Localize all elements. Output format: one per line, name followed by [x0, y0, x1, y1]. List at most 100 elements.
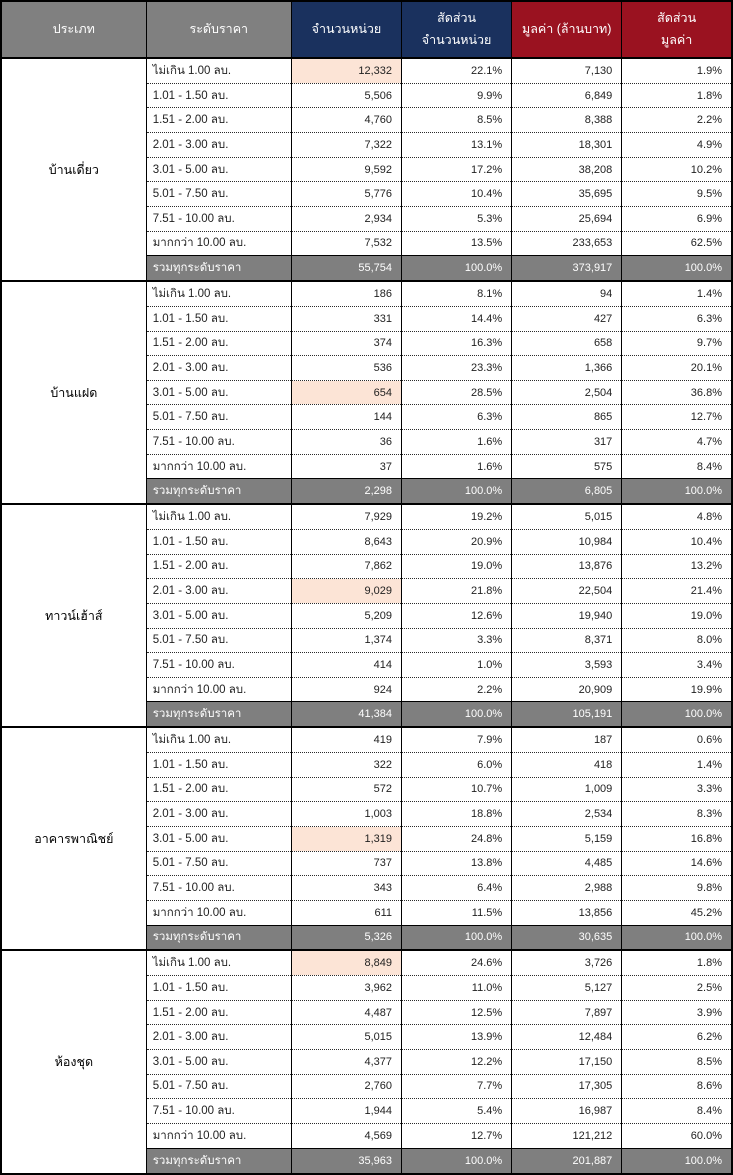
units-share-cell: 12.5%: [401, 999, 513, 1025]
total-value-cell: 201,887: [511, 1147, 623, 1174]
value-cell: 658: [511, 330, 623, 356]
total-label-cell: รวมทุกระดับราคา: [145, 1147, 292, 1174]
header-units-share: สัดส่วน จำนวนหน่วย: [401, 0, 513, 59]
table-row: ห้องชุด ไม่เกิน 1.00 ลบ. 8,849 24.6% 3,726 1.…: [0, 949, 733, 1174]
total-units-share-cell: 100.0%: [401, 255, 513, 282]
total-label-cell: รวมทุกระดับราคา: [145, 255, 292, 282]
table-row: มากกว่า 10.00 ลบ. 37 1.6% 575 8.4%: [1, 453, 733, 479]
table-row: 3.01 - 5.00 ลบ. 4,377 12.2% 17,150 8.5%: [1, 1049, 733, 1075]
price-level-cell: 5.01 - 7.50 ลบ.: [145, 850, 292, 876]
header-units: จำนวนหน่วย: [290, 0, 403, 59]
table-row: 1.01 - 1.50 ลบ. 5,506 9.9% 6,849 1.8%: [1, 82, 733, 108]
value-share-cell: 6.9%: [621, 206, 733, 232]
value-cell: 13,876: [511, 553, 623, 579]
table-row: 1.51 - 2.00 ลบ. 374 16.3% 658 9.7%: [1, 330, 733, 356]
value-share-cell: 8.3%: [621, 801, 733, 827]
price-level-cell: 5.01 - 7.50 ลบ.: [145, 181, 292, 207]
units-share-cell: 1.6%: [401, 453, 513, 479]
value-cell: 2,534: [511, 801, 623, 827]
price-level-cell: 7.51 - 10.00 ลบ.: [145, 875, 292, 901]
price-level-cell: 1.51 - 2.00 ลบ.: [145, 330, 292, 356]
table-row: 3.01 - 5.00 ลบ. 9,592 17.2% 38,208 10.2%: [1, 156, 733, 182]
value-share-cell: 8.0%: [621, 627, 733, 653]
units-cell: 1,003: [290, 801, 403, 827]
units-share-cell: 7.7%: [401, 1073, 513, 1099]
units-cell: 7,532: [290, 230, 403, 256]
value-share-cell: 8.5%: [621, 1049, 733, 1075]
price-level-cell: 7.51 - 10.00 ลบ.: [145, 1098, 292, 1124]
table-row: 1.01 - 1.50 ลบ. 3,962 11.0% 5,127 2.5%: [1, 975, 733, 1001]
units-share-cell: 23.3%: [401, 355, 513, 381]
price-level-cell: ไม่เกิน 1.00 ลบ.: [145, 726, 292, 753]
units-cell: 737: [290, 850, 403, 876]
value-cell: 317: [511, 429, 623, 455]
units-cell: 322: [290, 752, 403, 778]
header-price-level: ระดับราคา: [145, 0, 292, 59]
value-share-cell: 1.9%: [621, 56, 733, 84]
price-level-cell: 2.01 - 3.00 ลบ.: [145, 1024, 292, 1050]
table-row: 7.51 - 10.00 ลบ. 2,934 5.3% 25,694 6.9%: [1, 206, 733, 232]
value-cell: 3,726: [511, 949, 623, 976]
price-level-cell: 1.51 - 2.00 ลบ.: [145, 776, 292, 802]
price-level-cell: 3.01 - 5.00 ลบ.: [145, 379, 292, 405]
units-cell: 8,849: [290, 949, 403, 976]
units-cell: 4,377: [290, 1049, 403, 1075]
value-cell: 12,484: [511, 1024, 623, 1050]
total-units-share-cell: 100.0%: [401, 701, 513, 728]
units-share-cell: 12.2%: [401, 1049, 513, 1075]
total-value-share-cell: 100.0%: [621, 924, 733, 951]
total-units-cell: 55,754: [290, 255, 403, 282]
units-cell: 374: [290, 330, 403, 356]
value-cell: 1,366: [511, 355, 623, 381]
units-share-cell: 16.3%: [401, 330, 513, 356]
total-units-cell: 2,298: [290, 478, 403, 505]
header-value: มูลค่า (ล้านบาท): [511, 0, 623, 59]
table-row: ทาวน์เฮ้าส์ ไม่เกิน 1.00 ลบ. 7,929 19.2% 5,0…: [0, 503, 733, 728]
price-level-cell: 3.01 - 5.00 ลบ.: [145, 1049, 292, 1075]
value-cell: 38,208: [511, 156, 623, 182]
table-row: 2.01 - 3.00 ลบ. 9,029 21.8% 22,504 21.4%: [1, 578, 733, 604]
price-level-cell: 1.51 - 2.00 ลบ.: [145, 553, 292, 579]
price-level-cell: 1.51 - 2.00 ลบ.: [145, 107, 292, 133]
table-row: อาคารพาณิชย์ ไม่เกิน 1.00 ลบ. 419 7.9% 187 0.…: [0, 726, 733, 951]
header-value-share: สัดส่วน มูลค่า: [621, 0, 733, 59]
price-level-cell: 1.01 - 1.50 ลบ.: [145, 528, 292, 555]
table-row: มากกว่า 10.00 ลบ. 924 2.2% 20,909 19.9%: [1, 676, 733, 702]
value-cell: 6,849: [511, 82, 623, 108]
units-cell: 2,760: [290, 1073, 403, 1099]
header-row: ประเภท ระดับราคา จำนวนหน่วย สัดส่วน จำนว…: [0, 0, 733, 59]
price-level-cell: 1.51 - 2.00 ลบ.: [145, 999, 292, 1025]
table-row: บ้านแฝด ไม่เกิน 1.00 ลบ. 186 8.1% 94 1.4%: [0, 280, 733, 505]
units-cell: 7,862: [290, 553, 403, 579]
value-share-cell: 36.8%: [621, 379, 733, 405]
value-cell: 1,009: [511, 776, 623, 802]
table-row: 2.01 - 3.00 ลบ. 7,322 13.1% 18,301 4.9%: [1, 132, 733, 158]
total-units-cell: 5,326: [290, 924, 403, 951]
table-row: 3.01 - 5.00 ลบ. 654 28.5% 2,504 36.8%: [1, 379, 733, 405]
table-row: 5.01 - 7.50 ลบ. 737 13.8% 4,485 14.6%: [1, 850, 733, 876]
units-cell: 7,322: [290, 132, 403, 158]
price-level-cell: 2.01 - 3.00 ลบ.: [145, 132, 292, 158]
value-cell: 16,987: [511, 1098, 623, 1124]
price-level-cell: มากกว่า 10.00 ลบ.: [145, 676, 292, 702]
total-value-cell: 30,635: [511, 924, 623, 951]
table-row: 2.01 - 3.00 ลบ. 536 23.3% 1,366 20.1%: [1, 355, 733, 381]
units-cell: 8,643: [290, 528, 403, 555]
property-type-cell: บ้านเดี่ยว: [0, 56, 147, 282]
value-share-cell: 62.5%: [621, 230, 733, 256]
value-cell: 2,504: [511, 379, 623, 405]
units-cell: 37: [290, 453, 403, 479]
total-units-share-cell: 100.0%: [401, 1147, 513, 1174]
price-level-cell: ไม่เกิน 1.00 ลบ.: [145, 56, 292, 84]
value-share-cell: 60.0%: [621, 1122, 733, 1149]
total-value-share-cell: 100.0%: [621, 1147, 733, 1174]
price-level-cell: 7.51 - 10.00 ลบ.: [145, 652, 292, 678]
price-level-cell: ไม่เกิน 1.00 ลบ.: [145, 503, 292, 530]
value-cell: 25,694: [511, 206, 623, 232]
price-level-cell: มากกว่า 10.00 ลบ.: [145, 230, 292, 256]
total-value-share-cell: 100.0%: [621, 701, 733, 728]
header-value-share-label-2: มูลค่า: [661, 32, 693, 47]
price-level-cell: ไม่เกิน 1.00 ลบ.: [145, 949, 292, 976]
units-cell: 924: [290, 676, 403, 702]
units-cell: 536: [290, 355, 403, 381]
